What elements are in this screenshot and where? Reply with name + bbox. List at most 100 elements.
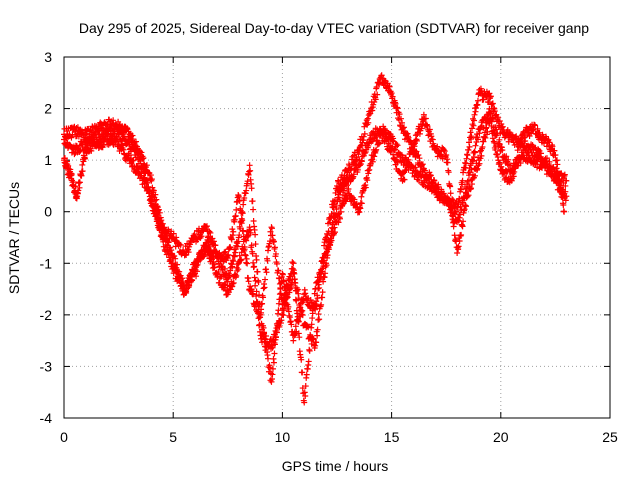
trace-point [289, 265, 296, 272]
trace-point [372, 96, 379, 103]
trace-point [210, 238, 217, 245]
trace-point [319, 289, 326, 296]
trace-point [253, 256, 260, 263]
trace-point [236, 232, 243, 239]
trace-point [311, 344, 318, 351]
trace-point [336, 198, 343, 205]
trace-point [394, 105, 401, 112]
trace-point [193, 264, 200, 271]
trace-point [280, 297, 287, 304]
trace-point [470, 122, 477, 129]
trace-point [482, 134, 489, 141]
trace-point [361, 150, 368, 157]
trace-point [449, 213, 456, 220]
data-markers [61, 72, 570, 406]
trace-point [465, 192, 472, 199]
trace-point [445, 169, 452, 176]
trace-point [268, 225, 275, 232]
trace-point [535, 147, 542, 154]
trace-point [449, 206, 456, 213]
trace-point [79, 168, 86, 175]
trace-point [555, 170, 562, 177]
trace-point [327, 242, 334, 249]
trace-point [277, 284, 284, 291]
trace-point [314, 326, 321, 333]
trace-point [236, 197, 243, 204]
trace-point [448, 199, 455, 206]
trace-point [144, 179, 151, 186]
x-tick-labels: 0 5 10 15 20 25 [60, 429, 618, 445]
trace-point [309, 310, 316, 317]
trace-point [235, 192, 242, 199]
trace-point [254, 268, 261, 275]
trace-point [337, 208, 344, 215]
trace-point [339, 184, 346, 191]
trace-point [255, 279, 262, 286]
trace-point [478, 152, 485, 159]
trace-point [560, 201, 567, 208]
trace-point [272, 250, 279, 257]
trace-point [336, 215, 343, 222]
trace-point [271, 244, 278, 251]
trace-point [540, 140, 547, 147]
trace-point [212, 242, 219, 249]
axis-ticks [63, 56, 611, 419]
trace-point [355, 151, 362, 158]
trace-point [221, 265, 228, 272]
trace-point [386, 83, 393, 90]
trace-point [415, 151, 422, 158]
trace-point [331, 230, 338, 237]
trace-point [547, 165, 554, 172]
trace-point [314, 332, 321, 339]
trace-point [468, 185, 475, 192]
trace-point [292, 323, 299, 330]
trace-point [302, 383, 309, 390]
trace-point [496, 161, 503, 168]
trace-point [405, 159, 412, 166]
trace-point [503, 153, 510, 160]
trace-point [76, 148, 83, 155]
trace-point [229, 280, 236, 287]
x-tick-label: 15 [384, 429, 400, 445]
trace-point [275, 267, 282, 274]
trace-point [143, 162, 150, 169]
trace-point [465, 147, 472, 154]
trace-point [251, 274, 258, 281]
trace-point [471, 111, 478, 118]
trace-point [312, 285, 319, 292]
trace-point [470, 153, 477, 160]
trace-point [259, 300, 266, 307]
trace-point [335, 194, 342, 201]
trace-point [248, 242, 255, 249]
trace-point [298, 356, 305, 363]
trace-point [207, 229, 214, 236]
trace-point [322, 252, 329, 259]
trace-point [505, 156, 512, 163]
trace-point [241, 246, 248, 253]
trace-point [313, 339, 320, 346]
trace-point [422, 115, 429, 122]
trace-point [279, 305, 286, 312]
trace-point [295, 318, 302, 325]
trace-point [233, 206, 240, 213]
trace-point [152, 191, 159, 198]
trace-point [389, 145, 396, 152]
trace-point [468, 166, 475, 173]
trace-point [403, 166, 410, 173]
trace-point [311, 290, 318, 297]
trace-point [469, 121, 476, 128]
trace-point [235, 238, 242, 245]
trace-point [490, 128, 497, 135]
trace-point [227, 244, 234, 251]
trace-point [464, 152, 471, 159]
trace-point [178, 280, 185, 287]
trace-point [177, 241, 184, 248]
trace-point [271, 339, 278, 346]
trace-point [206, 228, 213, 235]
trace-point [229, 263, 236, 270]
trace-point [364, 177, 371, 184]
trace-point [551, 152, 558, 159]
trace-point [148, 176, 155, 183]
trace-point [398, 115, 405, 122]
trace-point [318, 268, 325, 275]
